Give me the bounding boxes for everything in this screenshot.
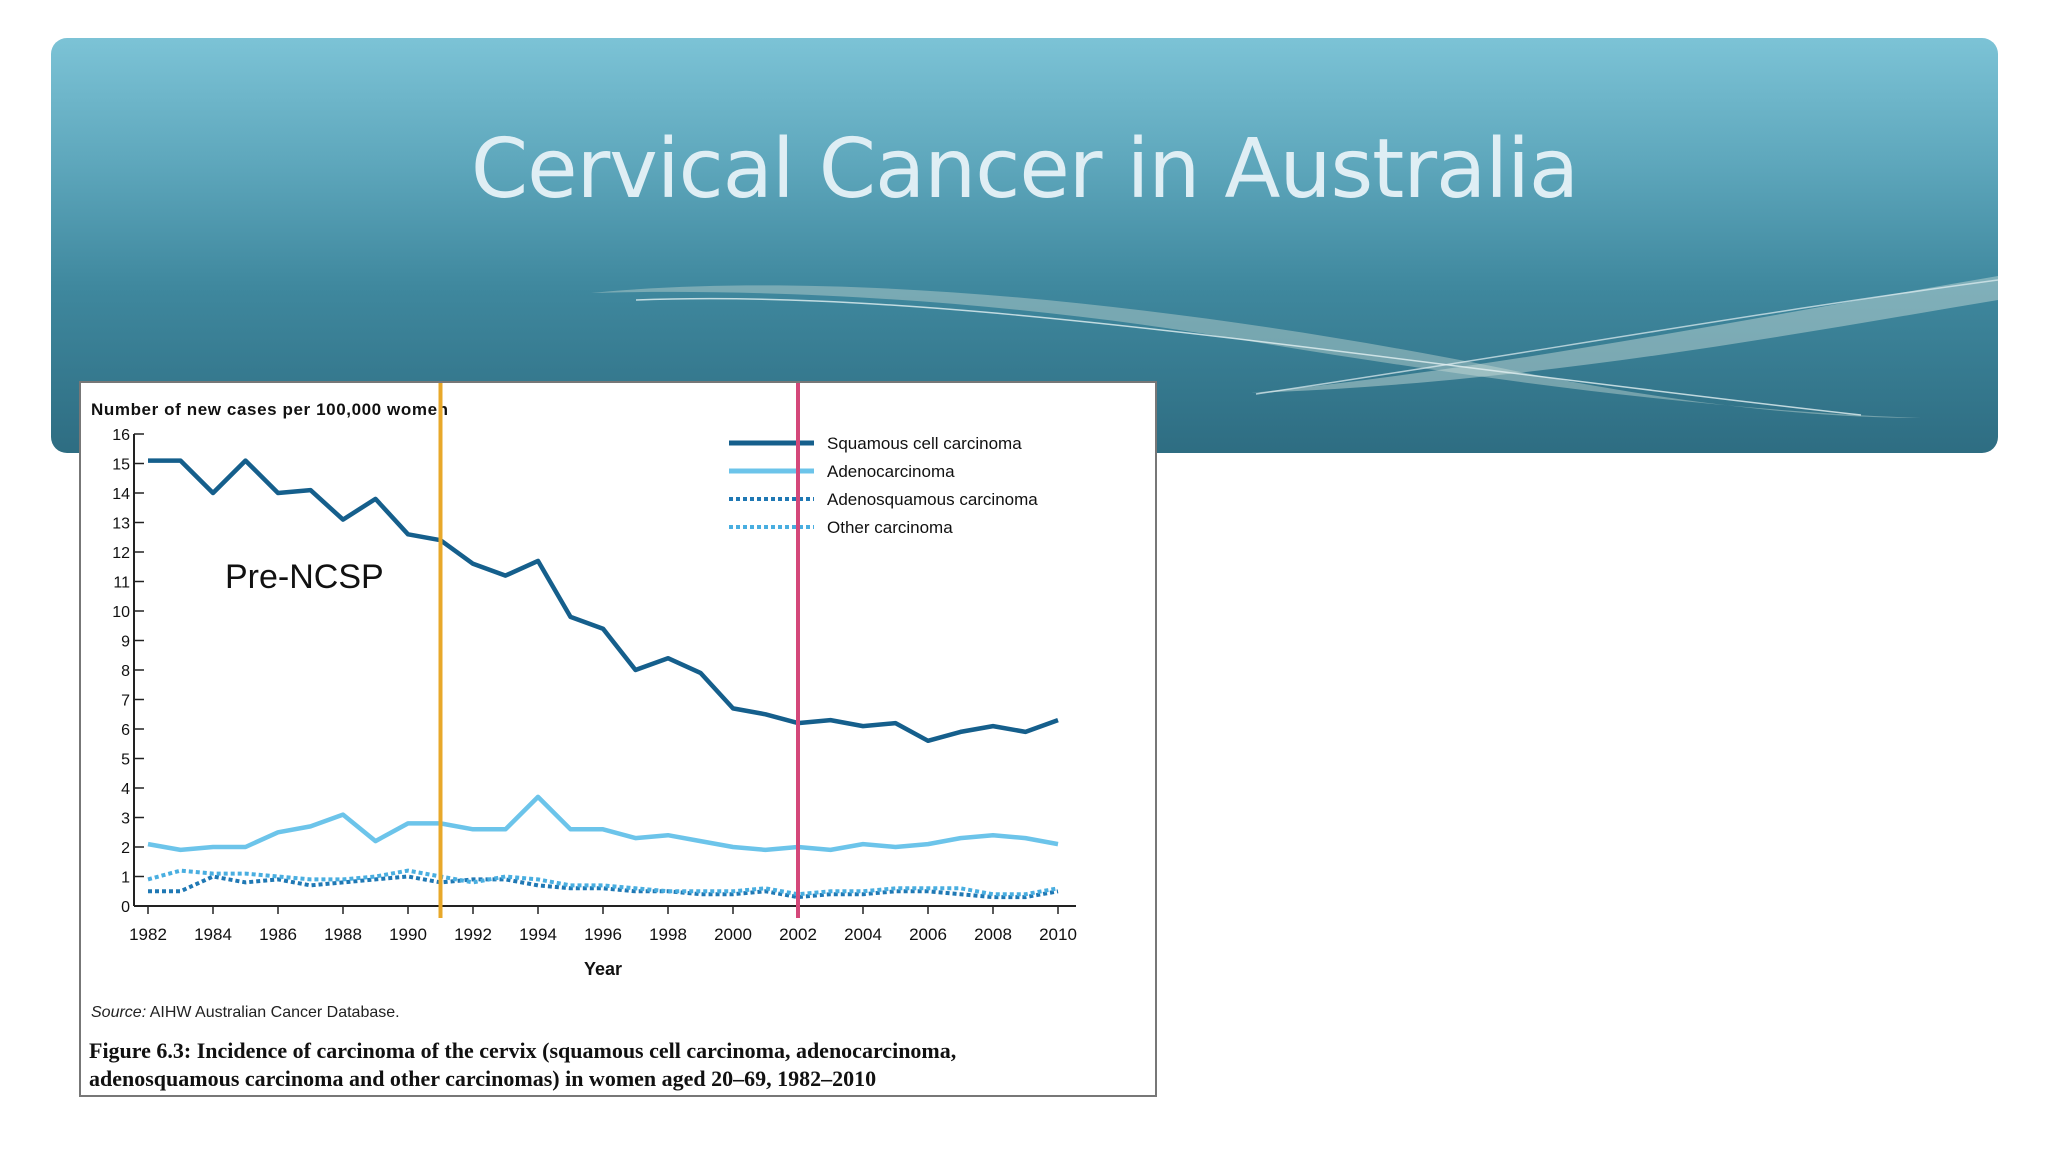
- y-tick-label: 0: [121, 899, 130, 916]
- x-tick-label: 1996: [584, 925, 622, 944]
- x-tick-label: 1990: [389, 925, 427, 944]
- x-tick-label: 2000: [714, 925, 752, 944]
- y-tick-label: 8: [121, 663, 130, 680]
- y-tick-label: 9: [121, 634, 130, 651]
- y-tick-label: 16: [112, 427, 130, 444]
- x-tick-label: 2006: [909, 925, 947, 944]
- y-tick-label: 1: [121, 870, 130, 887]
- x-tick-label: 2004: [844, 925, 882, 944]
- series-line-3: [148, 874, 1059, 900]
- y-tick-label: 11: [113, 575, 130, 592]
- y-tick-label: 5: [121, 752, 130, 769]
- y-tick-label: 12: [112, 545, 130, 562]
- y-tick-label: 15: [112, 457, 130, 474]
- legend-label-1: Squamous cell carcinoma: [827, 434, 1022, 453]
- y-tick-label: 2: [121, 840, 130, 857]
- y-tick-label: 13: [112, 516, 130, 533]
- series-line-1: [148, 458, 1059, 744]
- y-tick-label: 3: [121, 811, 130, 828]
- x-tick-label: 1986: [259, 925, 297, 944]
- x-tick-label: 2010: [1039, 925, 1077, 944]
- incidence-line-chart: Number of new cases per 100,000 women012…: [91, 383, 1077, 979]
- x-axis-title: Year: [584, 959, 622, 979]
- y-tick-label: 10: [112, 604, 130, 621]
- x-tick-label: 1988: [324, 925, 362, 944]
- x-tick-label: 1994: [519, 925, 557, 944]
- series-line-2: [147, 794, 1059, 853]
- source-text: AIHW Australian Cancer Database.: [146, 1004, 400, 1021]
- pre-ncsp-annotation: Pre-NCSP: [225, 558, 384, 596]
- y-axis-title: Number of new cases per 100,000 women: [91, 400, 449, 419]
- caption-line-1: Figure 6.3: Incidence of carcinoma of th…: [89, 1038, 957, 1063]
- x-tick-label: 2002: [779, 925, 817, 944]
- banner-swoosh-decoration: [591, 276, 1998, 418]
- y-tick-label: 7: [121, 693, 130, 710]
- x-tick-label: 2008: [974, 925, 1012, 944]
- legend-label-3: Adenosquamous carcinoma: [827, 490, 1038, 509]
- figure-caption: Figure 6.3: Incidence of carcinoma of th…: [89, 1037, 1149, 1093]
- x-tick-label: 1992: [454, 925, 492, 944]
- legend-label-4: Other carcinoma: [827, 518, 953, 537]
- caption-line-2: adenosquamous carcinoma and other carcin…: [89, 1066, 877, 1091]
- source-label: Source:: [91, 1004, 147, 1021]
- source-note: Source: AIHW Australian Cancer Database.: [91, 1004, 400, 1022]
- x-tick-label: 1998: [649, 925, 687, 944]
- x-tick-label: 1982: [129, 925, 167, 944]
- y-tick-label: 14: [112, 486, 130, 503]
- slide-title: Cervical Cancer in Australia: [470, 122, 1579, 217]
- figure-panel: Number of new cases per 100,000 women 0 1 2…: [79, 381, 1157, 1097]
- y-tick-label: 6: [121, 722, 130, 739]
- x-tick-label: 1984: [194, 925, 232, 944]
- legend-label-2: Adenocarcinoma: [827, 462, 955, 481]
- y-tick-label: 4: [121, 781, 130, 798]
- series-line-4: [147, 868, 1059, 897]
